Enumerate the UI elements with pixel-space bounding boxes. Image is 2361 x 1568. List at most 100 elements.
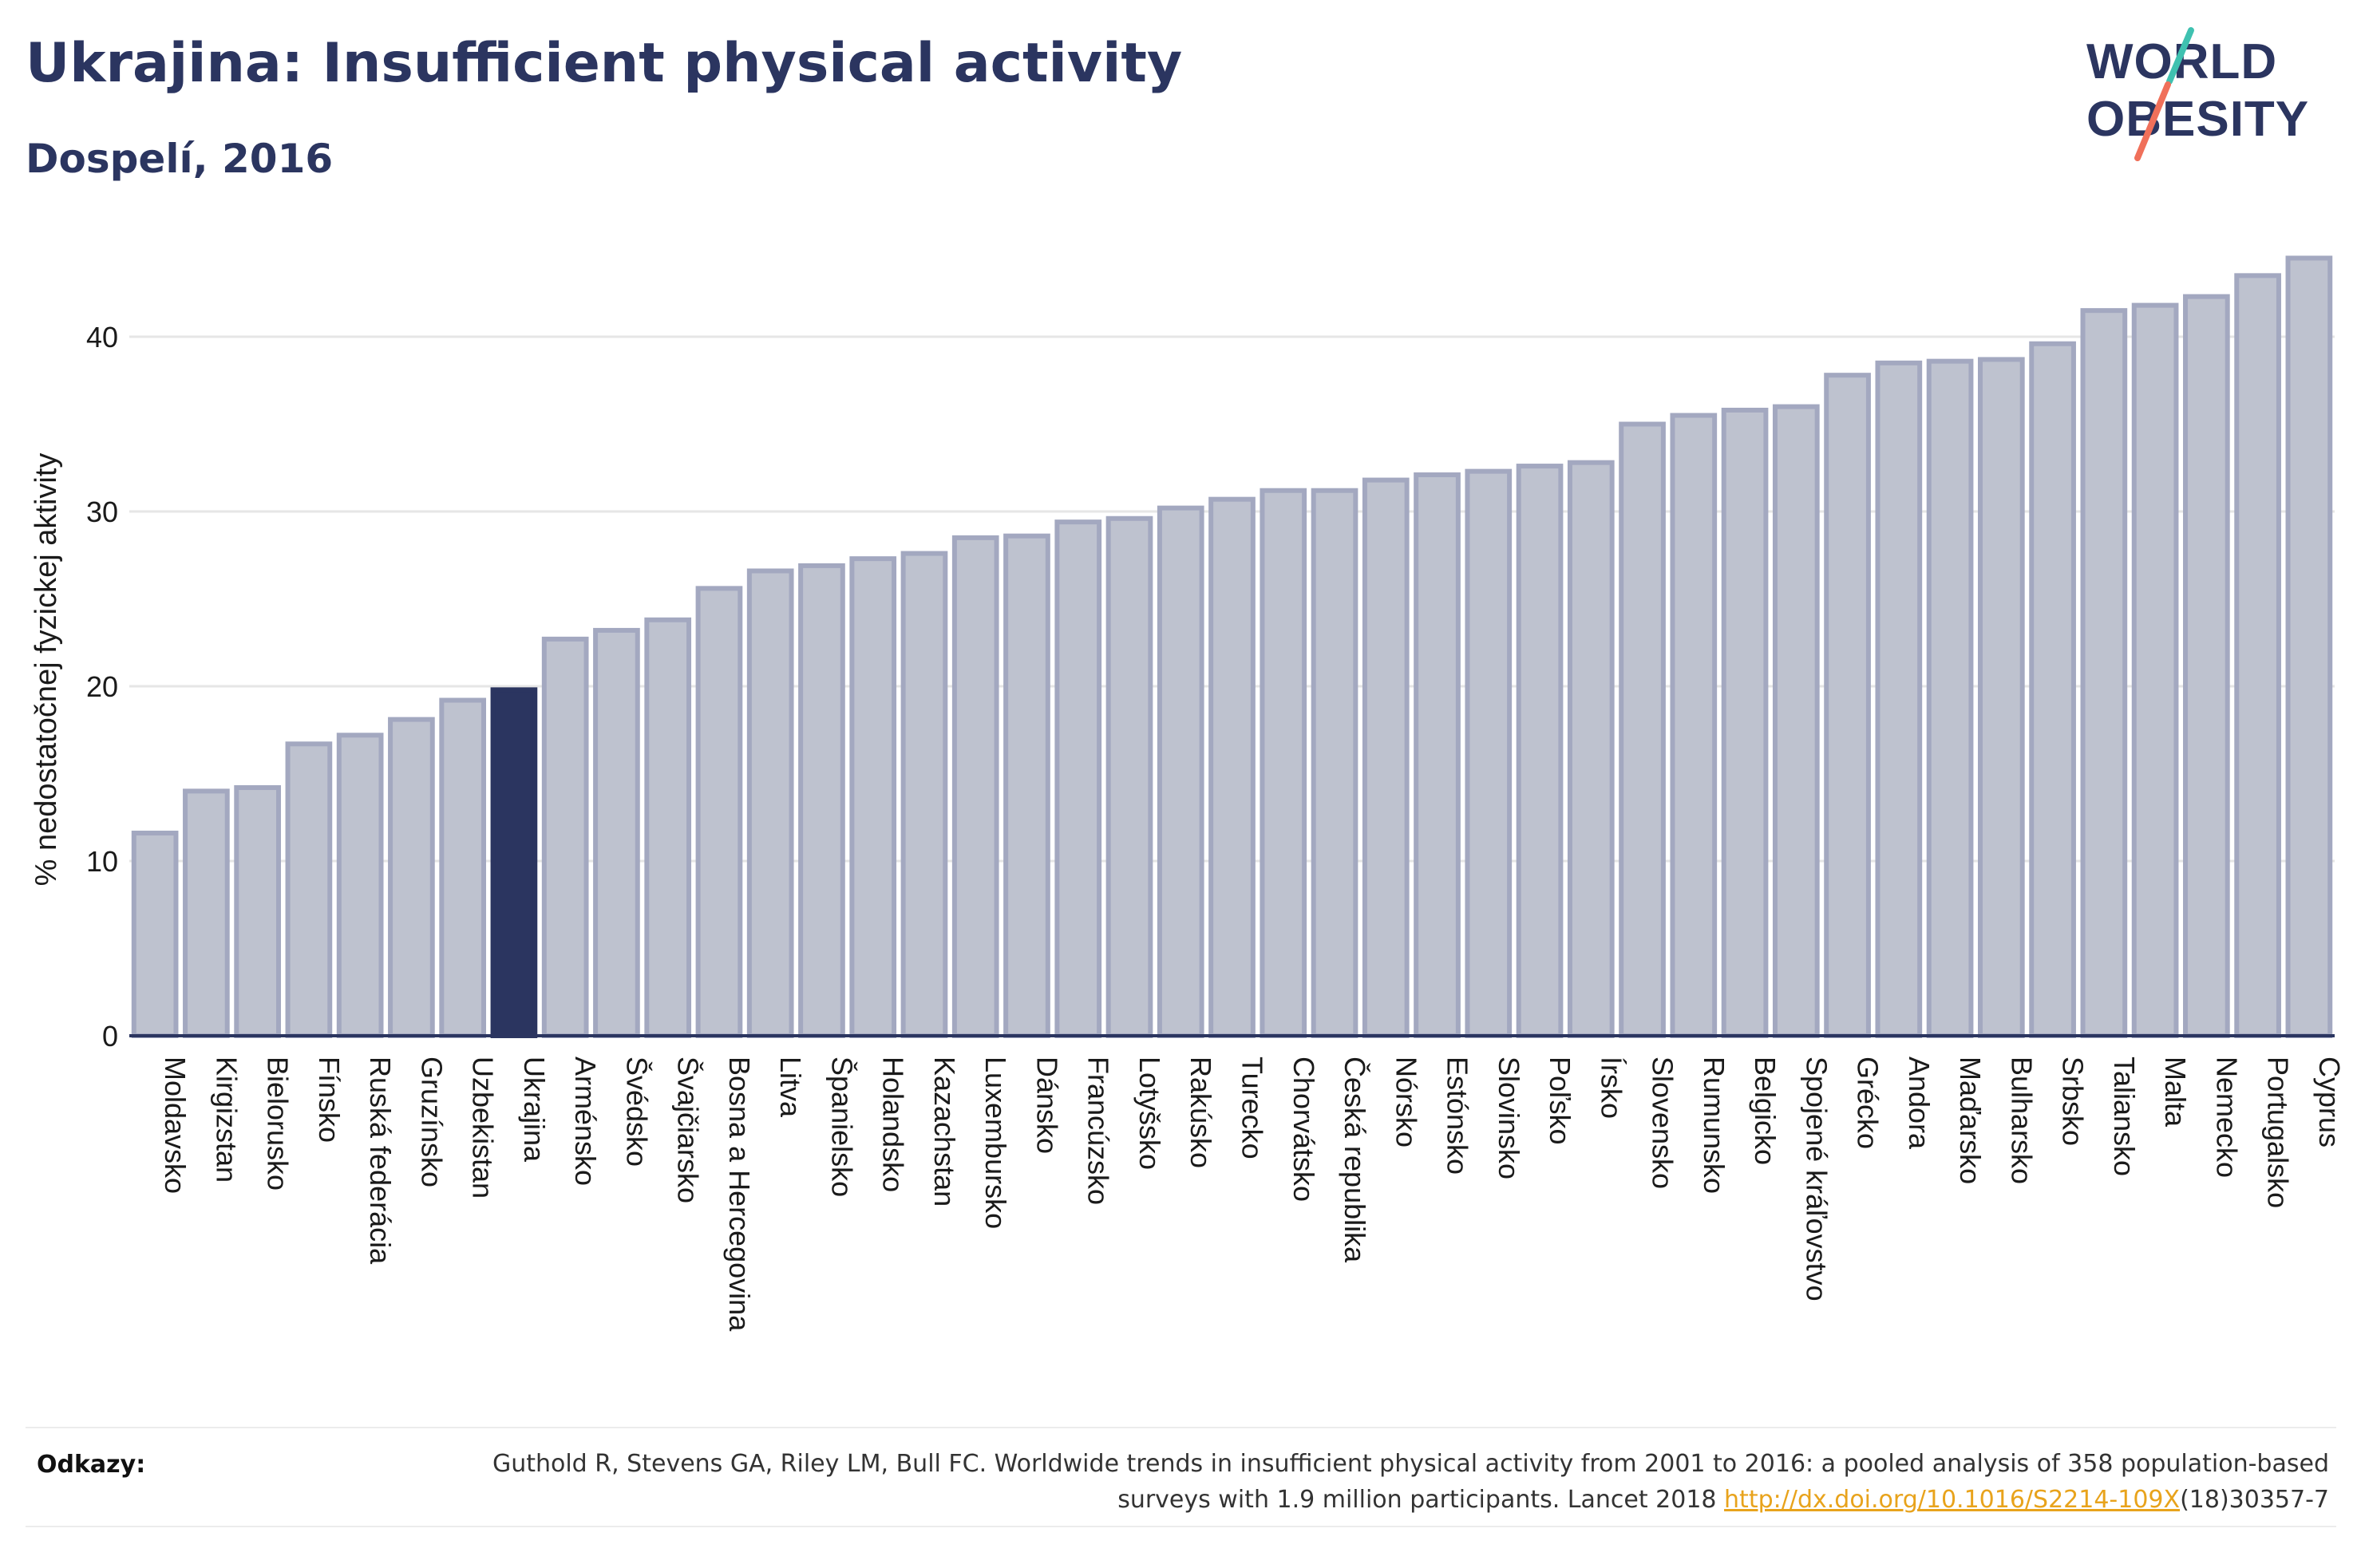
- bar: [1105, 515, 1153, 1038]
- x-tick-label: Taliansko: [2108, 1057, 2141, 1176]
- x-tick-label: Bosna a Hercegovina: [723, 1057, 756, 1332]
- x-tick-label: Nórsko: [1390, 1057, 1422, 1147]
- bar: [2234, 273, 2281, 1039]
- bar: [1567, 460, 1615, 1038]
- x-tick-label: Fínsko: [313, 1057, 346, 1143]
- x-tick-label: Rumunsko: [1698, 1057, 1730, 1194]
- y-tick-label: 0: [102, 1020, 118, 1053]
- x-tick-label: Ukrajina: [518, 1057, 551, 1163]
- y-tick-label: 10: [86, 845, 118, 878]
- references-citation: Guthold R, Stevens GA, Riley LM, Bull FC…: [492, 1450, 2329, 1514]
- bar: [388, 717, 435, 1038]
- bar: [951, 535, 999, 1038]
- bar: [593, 627, 640, 1038]
- references-label: Odkazy:: [37, 1451, 146, 1479]
- x-tick-label: Spojené kráľovstvo: [1800, 1057, 1833, 1301]
- chart-title: Ukrajina: Insufficient physical activity: [26, 32, 1183, 95]
- tick-labels: 0 10 20 30 40 Moldavsko Kirgizstan Bielorusko Fí…: [86, 321, 2346, 1332]
- bar: [1311, 488, 1358, 1038]
- x-tick-label: Nemecko: [2210, 1057, 2243, 1178]
- bar: [1516, 464, 1564, 1038]
- bar: [336, 733, 384, 1038]
- bar: [2029, 341, 2076, 1038]
- bar: [2285, 255, 2333, 1038]
- references-suffix: (18)30357-7: [2180, 1486, 2329, 1514]
- bar: [285, 741, 333, 1039]
- x-tick-label: Kazachstan: [928, 1057, 961, 1207]
- x-tick-label: Švédsko: [620, 1057, 653, 1167]
- x-tick-label: Cyprus: [2313, 1057, 2346, 1147]
- x-tick-label: Gruzínsko: [415, 1057, 448, 1187]
- bar: [1260, 488, 1307, 1038]
- x-tick-label: Kirgizstan: [210, 1057, 243, 1183]
- x-tick-label: Švajčiarsko: [672, 1057, 705, 1203]
- bar: [1824, 373, 1871, 1038]
- bar: [1670, 413, 1718, 1038]
- x-tick-label: Poľsko: [1544, 1057, 1576, 1145]
- x-tick-label: Dánsko: [1030, 1057, 1063, 1154]
- bar: [1721, 407, 1769, 1038]
- bar: [2080, 308, 2128, 1038]
- bar: [2183, 294, 2230, 1038]
- x-tick-label: Srbsko: [2057, 1057, 2090, 1146]
- references-divider-top: [26, 1427, 2336, 1428]
- x-tick-label: Andora: [1903, 1057, 1936, 1150]
- x-tick-label: Írsko: [1595, 1057, 1627, 1119]
- bar: [1772, 404, 1820, 1039]
- bar: [798, 563, 845, 1038]
- bar: [1362, 477, 1410, 1038]
- x-tick-label: Slovensko: [1647, 1057, 1679, 1189]
- x-tick-label: Lotyšsko: [1133, 1057, 1166, 1170]
- chart-subtitle: Dospelí, 2016: [26, 136, 334, 182]
- x-tick-label: Holandsko: [877, 1057, 910, 1192]
- x-tick-label: Arménsko: [569, 1057, 602, 1186]
- x-tick-label: Litva: [774, 1057, 807, 1118]
- bar: [644, 617, 692, 1038]
- references-divider-bottom: [26, 1526, 2336, 1527]
- references-text: Guthold R, Stevens GA, Riley LM, Bull FC…: [413, 1446, 2329, 1518]
- x-tick-label: Bulharsko: [2005, 1057, 2038, 1184]
- bar: [183, 788, 230, 1039]
- bar: [1208, 496, 1256, 1038]
- bar: [541, 636, 589, 1038]
- x-tick-label: Španielsko: [825, 1057, 858, 1197]
- bar: [234, 785, 281, 1039]
- bar: [1414, 472, 1461, 1038]
- x-tick-label: Belgicko: [1749, 1057, 1782, 1165]
- bar: [1054, 519, 1102, 1038]
- logo-slash-teal: [2166, 27, 2194, 85]
- x-tick-label: Maďarsko: [1954, 1057, 1987, 1184]
- bar: [2131, 302, 2179, 1038]
- bar: [1619, 421, 1666, 1038]
- x-tick-label: Česká republika: [1339, 1057, 1371, 1263]
- x-tick-label: Rakúsko: [1184, 1057, 1217, 1168]
- x-tick-label: Estónsko: [1442, 1057, 1474, 1175]
- bar: [695, 586, 743, 1038]
- x-tick-label: Turecko: [1236, 1057, 1269, 1159]
- x-tick-label: Slovinsko: [1493, 1057, 1525, 1179]
- y-axis-label: % nedostatočnej fyzickej aktivity: [30, 453, 63, 887]
- bar: [439, 697, 487, 1039]
- x-tick-label: Francúzsko: [1082, 1057, 1115, 1205]
- y-tick-label: 20: [86, 670, 118, 703]
- bar: [746, 568, 794, 1038]
- references-doi-link[interactable]: http://dx.doi.org/10.1016/S2214-109X: [1724, 1486, 2181, 1514]
- bar-chart: 0 10 20 30 40 Moldavsko Kirgizstan Bielorusko Fí…: [30, 255, 2346, 1332]
- x-tick-label: Luxembursko: [979, 1057, 1012, 1229]
- x-tick-label: Bielorusko: [262, 1057, 295, 1191]
- logo-slash-coral: [2134, 81, 2171, 161]
- bars: [131, 255, 2333, 1039]
- bar: [1926, 358, 1974, 1039]
- bar: [849, 556, 897, 1038]
- y-tick-label: 40: [86, 321, 118, 353]
- logo-line-1: WORLD: [2086, 34, 2277, 89]
- world-obesity-logo: WORLD OBESITY: [2086, 27, 2308, 161]
- bar: [900, 551, 948, 1038]
- x-tick-label: Chorvátsko: [1287, 1057, 1320, 1202]
- y-tick-label: 30: [86, 496, 118, 528]
- bar: [131, 830, 179, 1038]
- bar: [1003, 533, 1050, 1038]
- x-tick-label: Malta: [2159, 1057, 2192, 1128]
- x-tick-label: Grécko: [1852, 1057, 1884, 1149]
- bar: [1977, 357, 2025, 1039]
